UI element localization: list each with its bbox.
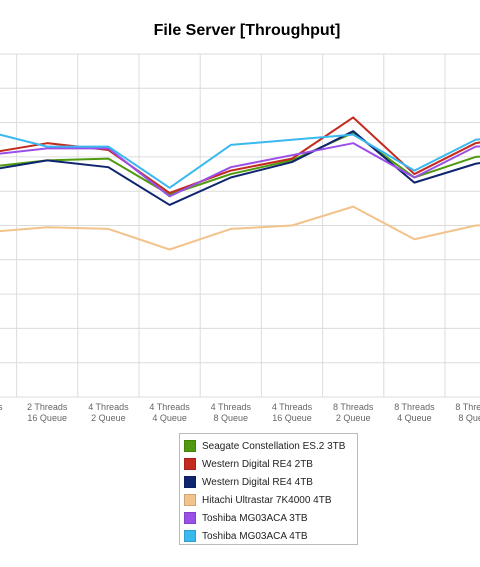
- legend-item: Western Digital RE4 4TB: [184, 473, 357, 491]
- legend-label: Western Digital RE4 4TB: [202, 476, 313, 488]
- legend-label: Toshiba MG03ACA 3TB: [202, 512, 308, 524]
- x-tick-label: 4 Threads 2 Queue: [88, 402, 129, 423]
- gridlines: [0, 53, 480, 398]
- legend-label: Seagate Constellation ES.2 3TB: [202, 440, 346, 452]
- legend-item: Toshiba MG03ACA 4TB: [184, 527, 357, 545]
- legend-swatch: [184, 458, 196, 470]
- legend-swatch: [184, 530, 196, 542]
- series-line: [0, 133, 480, 189]
- legend-swatch: [184, 494, 196, 506]
- legend-label: Toshiba MG03ACA 4TB: [202, 530, 308, 542]
- legend-swatch: [184, 440, 196, 452]
- x-tick-label: 4 Threads 4 Queue: [149, 402, 190, 423]
- legend-swatch: [184, 512, 196, 524]
- legend-item: Western Digital RE4 2TB: [184, 455, 357, 473]
- legend-label: Western Digital RE4 2TB: [202, 458, 313, 470]
- legend: Seagate Constellation ES.2 3TB Western Di…: [179, 433, 358, 545]
- legend-item: Toshiba MG03ACA 3TB: [184, 509, 357, 527]
- series-line: [0, 131, 480, 196]
- legend-label: Hitachi Ultrastar 7K4000 4TB: [202, 494, 332, 506]
- legend-item: Hitachi Ultrastar 7K4000 4TB: [184, 491, 357, 509]
- x-tick-label: 2 Threads 16 Queue: [27, 402, 68, 423]
- x-tick-label: ThreadsQueue: [0, 402, 3, 423]
- series-line: [0, 205, 480, 251]
- x-tick-label: 8 Threads 4 Queue: [394, 402, 435, 423]
- series-line: [0, 130, 480, 206]
- x-tick-label: 4 Threads 16 Queue: [272, 402, 313, 423]
- x-tick-label: 4 Threads 8 Queue: [211, 402, 252, 423]
- legend-item: Seagate Constellation ES.2 3TB: [184, 437, 357, 455]
- legend-swatch: [184, 476, 196, 488]
- series-line: [0, 142, 480, 198]
- x-tick-label: 8 Threads 2 Queue: [333, 402, 374, 423]
- chart-title: File Server [Throughput]: [154, 22, 341, 39]
- series-lines: [0, 116, 480, 251]
